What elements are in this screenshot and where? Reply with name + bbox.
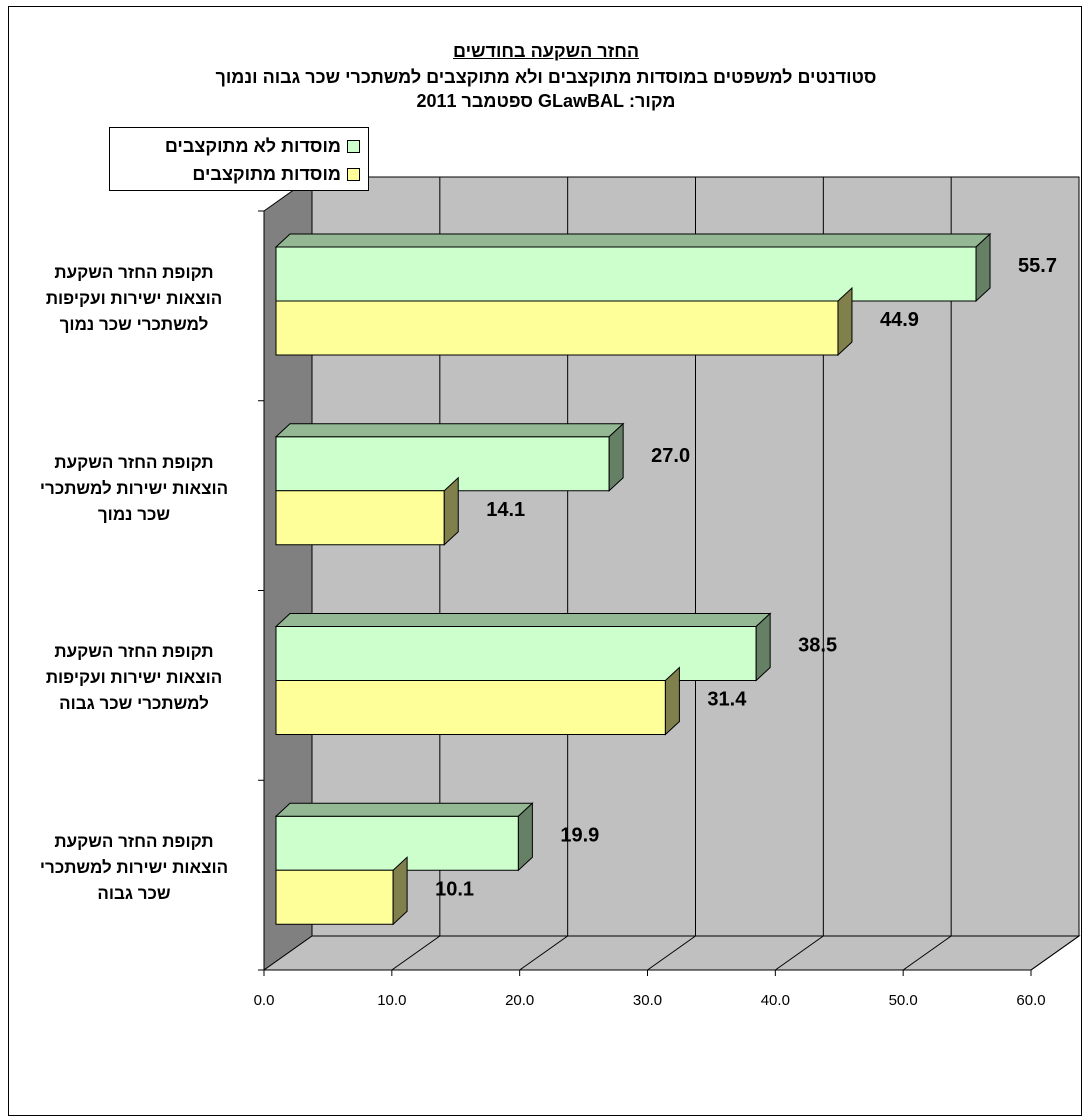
x-tick-label: 40.0	[761, 992, 790, 1009]
chart-subtitle: סטודנטים למשפטים במוסדות מתוקצבים ולא מת…	[215, 67, 877, 87]
category-label-line: תקופת החזר השקעת	[54, 642, 214, 662]
legend-label-budgeted: מוסדות מתוקצבים	[192, 163, 341, 184]
category-label-line: הוצאות ישירות למשתכרי	[39, 478, 229, 498]
bar	[275, 815, 519, 871]
data-label: 55.7	[1018, 255, 1057, 277]
floor-gridline	[391, 935, 441, 971]
chart-source: מקור: GLawBAL ספטמבר 2011	[416, 91, 676, 111]
category-label-line: תקופת החזר השקעת	[54, 262, 214, 282]
bar	[275, 246, 977, 302]
category-label: תקופת החזר השקעת הוצאות ישירות למשתכרי שכר…	[9, 450, 259, 528]
bar-side	[664, 666, 680, 736]
bar-side	[392, 856, 408, 926]
category-label: תקופת החזר השקעת הוצאות ישירות ועקיפות למש…	[9, 639, 259, 717]
legend-swatch-budgeted	[347, 167, 360, 181]
floor-gridline	[647, 935, 696, 971]
bar	[275, 436, 610, 492]
x-tick-label: 30.0	[633, 992, 662, 1009]
data-label: 31.4	[707, 689, 747, 711]
chart-legend: מוסדות לא מתוקצבים מוסדות מתוקצבים	[109, 127, 369, 191]
bar-side	[975, 232, 991, 303]
bar-side	[755, 612, 771, 682]
data-label: 44.9	[880, 309, 919, 331]
floor-gridline	[519, 935, 568, 971]
bar-top	[274, 802, 534, 817]
bar-top	[274, 423, 625, 438]
x-tick-label: 60.0	[1016, 992, 1045, 1009]
bar	[275, 869, 394, 925]
category-label-line: למשתכרי שכר נמוך	[59, 314, 209, 334]
category-label-line: שכר נמוך	[97, 504, 171, 524]
x-tick-label: 10.0	[377, 992, 406, 1009]
data-label: 27.0	[651, 445, 690, 467]
legend-item-unbudgeted: מוסדות לא מתוקצבים	[165, 134, 360, 158]
data-label: 10.1	[435, 878, 474, 900]
floor-gridline	[775, 935, 824, 971]
legend-label-unbudgeted: מוסדות לא מתוקצבים	[164, 135, 341, 156]
bar-side	[608, 422, 624, 492]
legend-item-budgeted: מוסדות מתוקצבים	[192, 162, 360, 186]
category-label-line: הוצאות ישירות ועקיפות	[45, 288, 223, 308]
category-label: תקופת החזר השקעת הוצאות ישירות למשתכרי שכר…	[9, 829, 259, 907]
bar-top	[274, 613, 772, 627]
bar-chart-plot: 0.0 10.0 20.0 30.0 40.0 50.0 60.0 55.7 44.9 27.0 1…	[254, 176, 1081, 1009]
bar	[275, 680, 666, 735]
bar	[275, 300, 839, 356]
x-tick-label: 50.0	[889, 992, 918, 1009]
data-label: 38.5	[798, 635, 837, 657]
chart-title: החזר השקעה בחודשים	[453, 41, 639, 61]
category-label-line: הוצאות ישירות למשתכרי	[39, 858, 229, 878]
bar	[275, 626, 757, 681]
category-label-line: למשתכרי שכר גבוה	[59, 694, 209, 714]
data-label: 19.9	[560, 824, 599, 846]
legend-swatch-unbudgeted	[347, 139, 360, 153]
chart-frame: החזר השקעה בחודשים סטודנטים למשפטים במוס…	[8, 6, 1082, 1116]
bar	[275, 490, 445, 546]
category-label-line: שכר גבוה	[97, 884, 171, 904]
bar-side	[517, 802, 533, 872]
category-label: תקופת החזר השקעת הוצאות ישירות ועקיפות למש…	[9, 260, 259, 338]
category-label-line: תקופת החזר השקעת	[54, 452, 214, 472]
x-tick-label: 0.0	[254, 992, 275, 1009]
data-label: 14.1	[486, 499, 525, 521]
bar-side	[837, 286, 853, 357]
floor-gridline	[1030, 935, 1080, 971]
category-label-line: הוצאות ישירות ועקיפות	[45, 668, 223, 688]
bar-top	[274, 233, 992, 248]
floor-gridline	[902, 935, 952, 971]
x-tick-label: 20.0	[505, 992, 534, 1009]
bar-side	[443, 476, 459, 546]
category-label-line: תקופת החזר השקעת	[54, 832, 214, 852]
